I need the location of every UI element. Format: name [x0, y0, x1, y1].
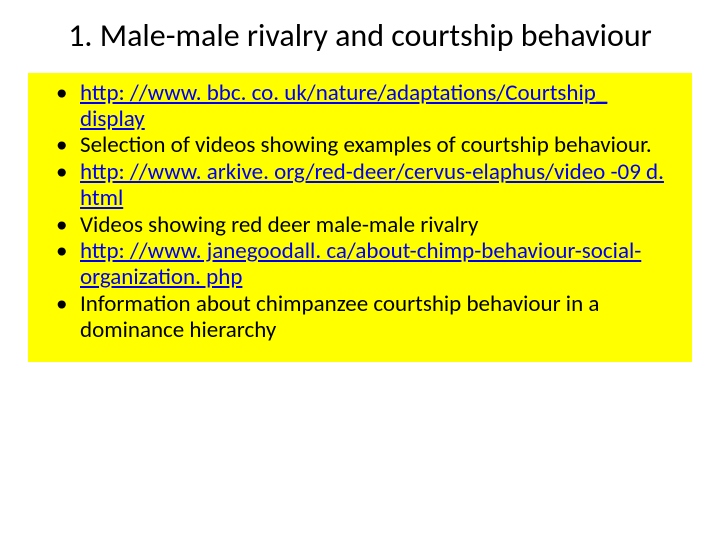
link-text[interactable]: http: //www. janegoodall. ca/about-chimp… [80, 237, 641, 291]
content-highlight-box: http: //www. bbc. co. uk/nature/adaptati… [28, 73, 692, 363]
body-text: Videos showing red deer male-male rivalr… [80, 211, 478, 239]
link-text[interactable]: http: //www. bbc. co. uk/nature/adaptati… [80, 79, 607, 133]
slide: 1. Male-male rivalry and courtship behav… [0, 0, 720, 540]
bullet-list: http: //www. bbc. co. uk/nature/adaptati… [62, 81, 672, 344]
body-text: Selection of videos showing examples of … [80, 131, 652, 159]
link-text[interactable]: http: //www. arkive. org/red-deer/cervus… [80, 158, 664, 212]
list-item: Information about chimpanzee courtship b… [62, 292, 672, 344]
list-item: http: //www. bbc. co. uk/nature/adaptati… [62, 81, 672, 133]
slide-title: 1. Male-male rivalry and courtship behav… [0, 0, 720, 65]
list-item: http: //www. arkive. org/red-deer/cervus… [62, 160, 672, 212]
list-item: http: //www. janegoodall. ca/about-chimp… [62, 239, 672, 291]
list-item: Selection of videos showing examples of … [62, 133, 672, 159]
list-item: Videos showing red deer male-male rivalr… [62, 213, 672, 239]
body-text: Information about chimpanzee courtship b… [80, 290, 599, 344]
